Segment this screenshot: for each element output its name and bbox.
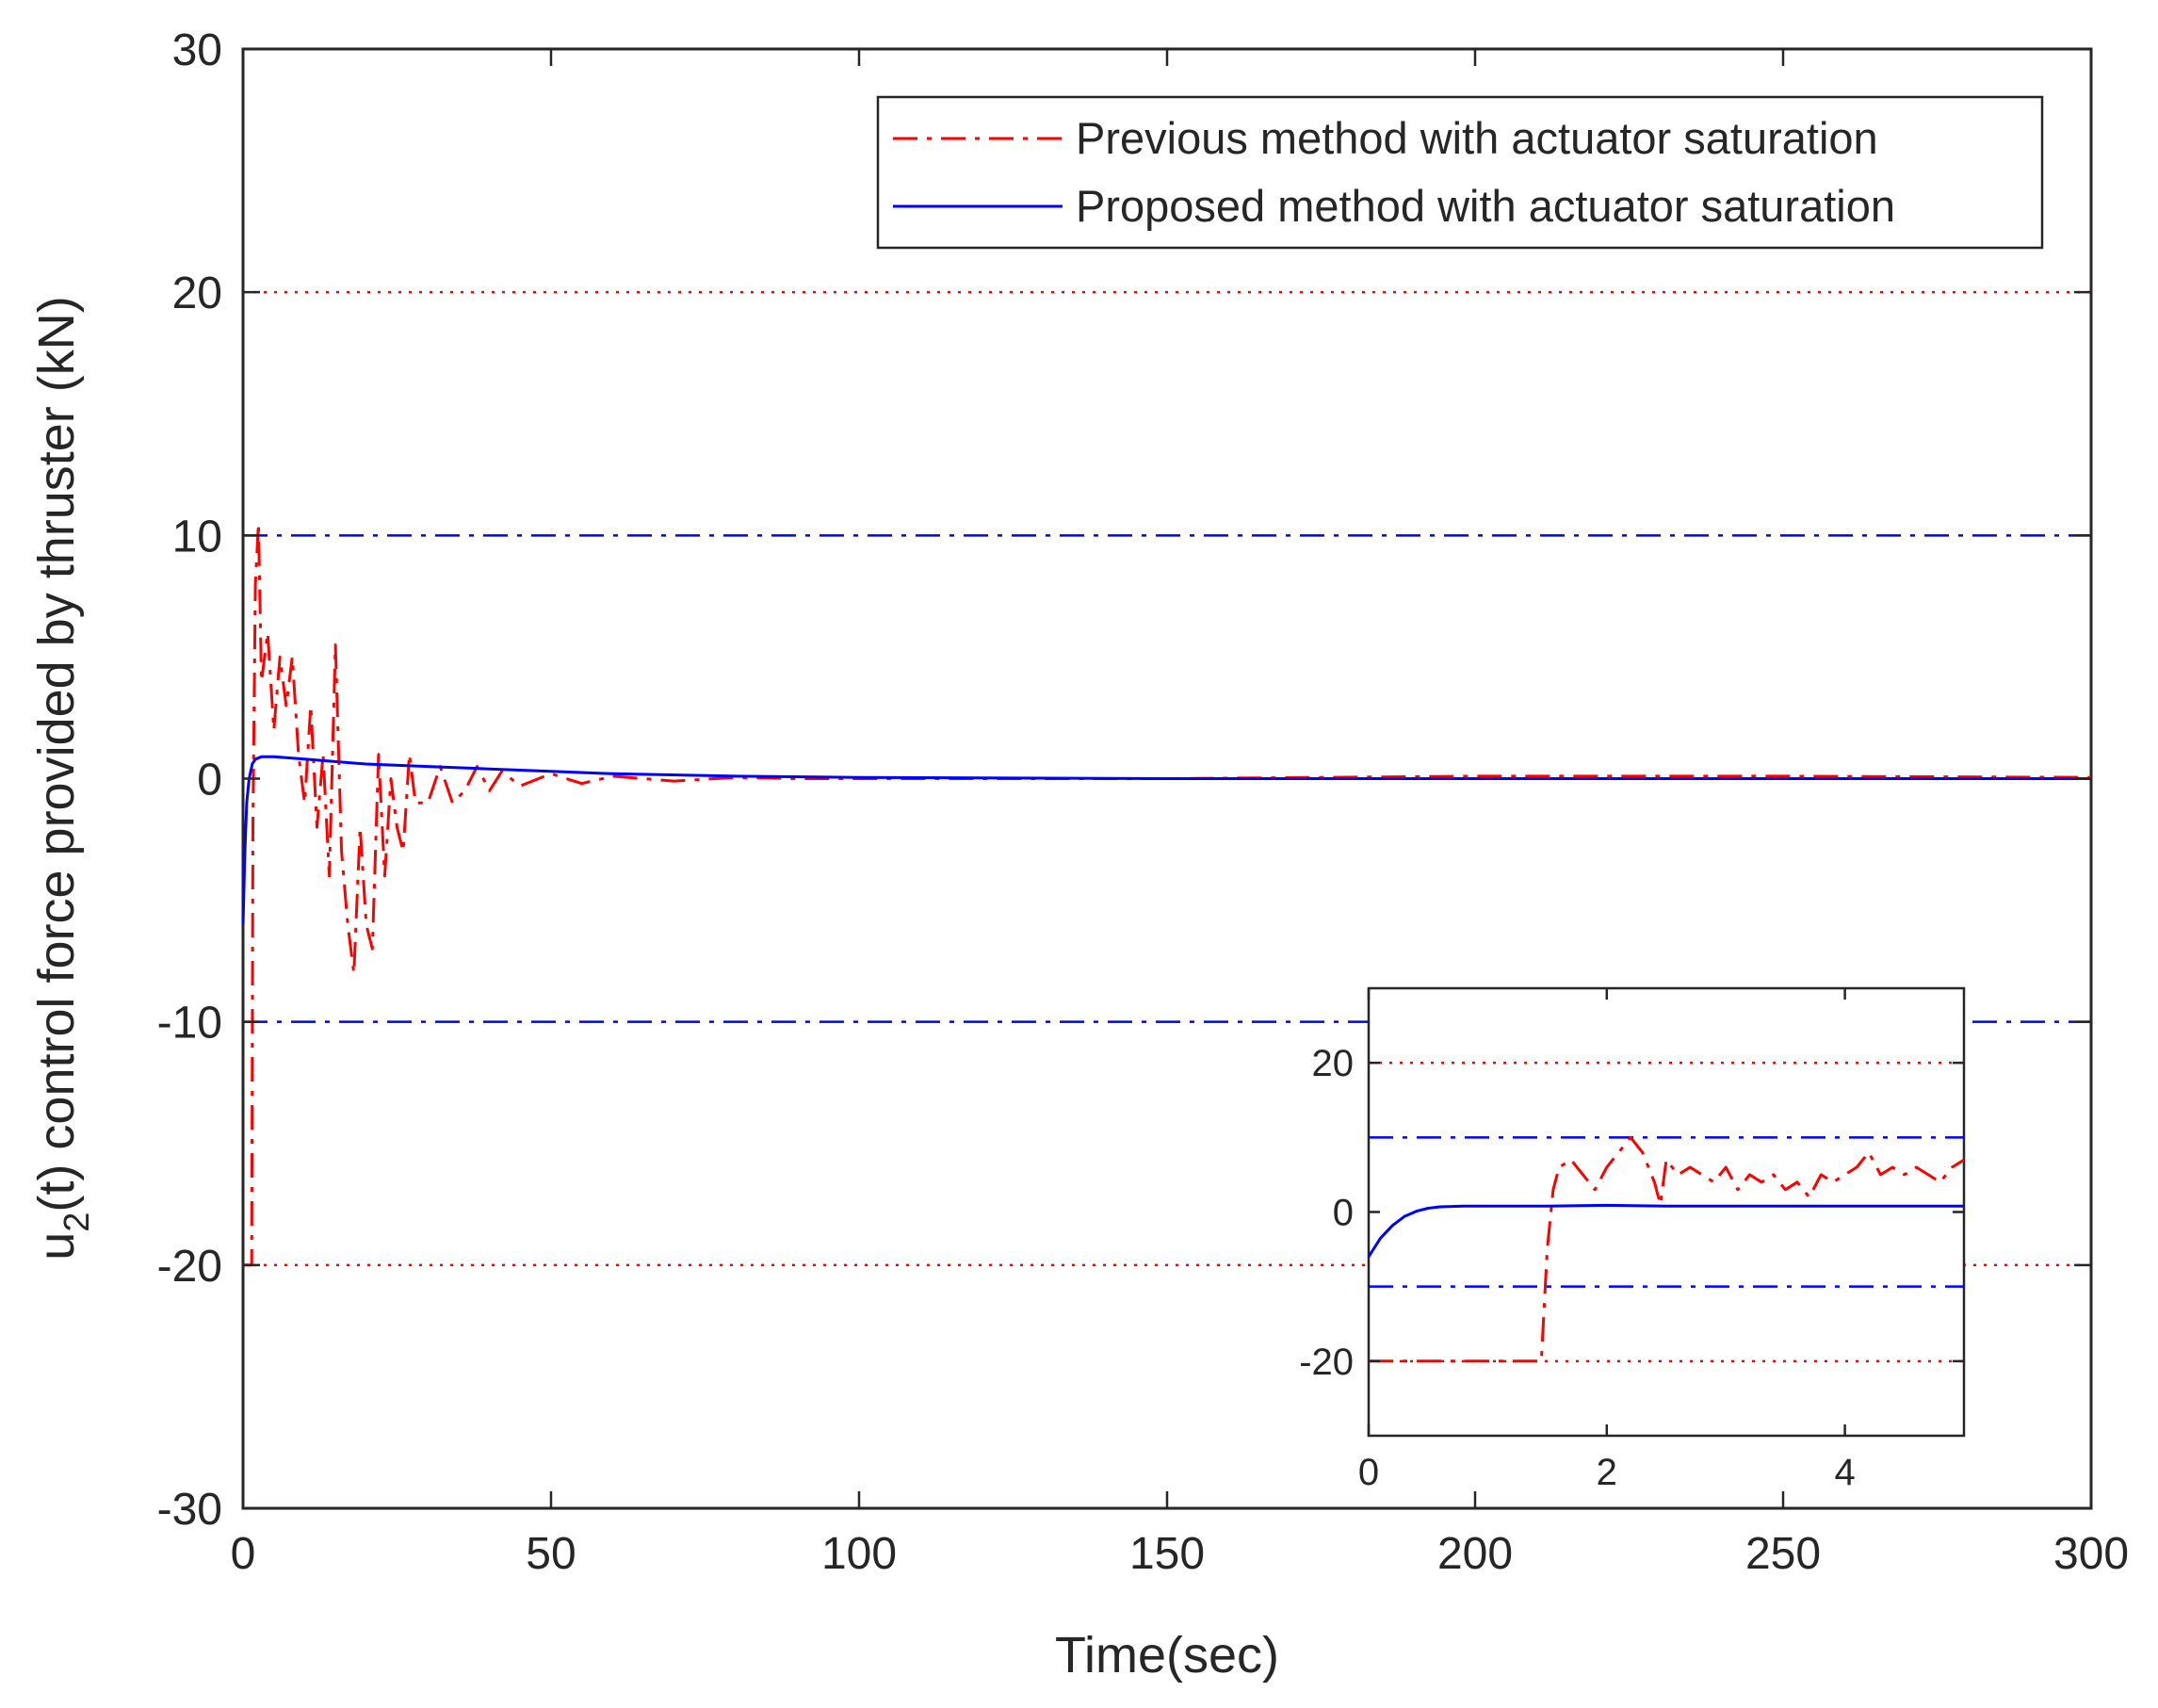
inset-series-previous: [1369, 1135, 1965, 1363]
x-axis-label: Time(sec): [1055, 1627, 1279, 1684]
main-y-tick-label: 0: [197, 756, 222, 805]
inset-x-tick-label: 4: [1834, 1452, 1855, 1493]
inset-plot-area: [1367, 986, 1966, 1438]
inset-axis-ticks: 0 2 4 -20 0 20: [1299, 988, 1964, 1493]
legend-label-proposed: Proposed method with actuator saturation: [1076, 181, 1895, 231]
inset-y-tick-label: 0: [1333, 1193, 1354, 1234]
legend-label-previous: Previous method with actuator saturation: [1076, 113, 1878, 163]
y-axis-label: u2(t) control force provided by thruster…: [28, 296, 97, 1261]
main-x-tick-label: 150: [1129, 1529, 1205, 1579]
main-y-tick-label: -20: [157, 1242, 222, 1292]
inset-series-proposed: [1367, 1203, 1964, 1258]
main-series-group: [241, 521, 2092, 1267]
main-y-tick-label: 20: [172, 268, 222, 318]
inset-series-group: [1367, 1135, 1965, 1363]
main-series-proposed: [241, 755, 2091, 925]
main-y-tick-label: 10: [172, 512, 222, 561]
y-label-subscript: 2: [57, 1212, 97, 1232]
main-x-tick-label: 0: [231, 1529, 256, 1579]
main-x-tick-label: 300: [2053, 1529, 2129, 1579]
main-y-tick-label: 30: [172, 25, 222, 75]
main-x-tick-label: 50: [526, 1529, 576, 1579]
main-x-tick-label: 100: [821, 1529, 897, 1579]
y-label-rest: (t) control force provided by thruster (…: [28, 296, 85, 1212]
legend-box: [876, 95, 2044, 250]
y-label-main: u: [28, 1232, 85, 1261]
main-x-tick-label: 250: [1745, 1529, 1821, 1579]
inset-reference-lines: [1369, 1061, 1964, 1363]
main-y-tick-label: -10: [157, 999, 222, 1049]
main-series-previous: [243, 521, 2092, 1267]
inset-x-tick-label: 0: [1358, 1452, 1379, 1493]
main-y-tick-label: -30: [157, 1485, 222, 1535]
legend: Previous method with actuator saturation…: [876, 95, 2044, 250]
inset-y-tick-label: -20: [1299, 1342, 1354, 1383]
main-x-tick-label: 200: [1437, 1529, 1513, 1579]
inset-y-tick-label: 20: [1312, 1043, 1355, 1084]
inset-x-tick-label: 2: [1597, 1452, 1617, 1493]
